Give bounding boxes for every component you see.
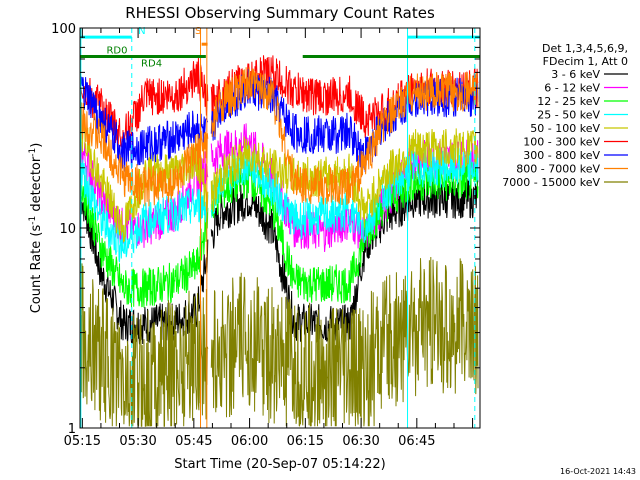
legend-label: 300 - 800 keV <box>523 149 600 162</box>
legend-label: 12 - 25 keV <box>537 95 600 108</box>
legend-label: 25 - 50 keV <box>537 109 600 122</box>
rd0-label: RD0 <box>106 46 127 57</box>
series-line <box>80 145 479 263</box>
legend-label: 6 - 12 keV <box>544 82 600 95</box>
series-line <box>80 160 479 308</box>
y-axis-label-close: ) <box>29 143 44 148</box>
legend-label: 800 - 7000 keV <box>516 163 600 176</box>
y-axis-label-tail: detector <box>29 156 44 216</box>
legend-label: 50 - 100 keV <box>530 122 600 135</box>
legend-label: 100 - 300 keV <box>523 136 600 149</box>
night-label: N <box>138 26 145 37</box>
legend-label: 3 - 6 keV <box>551 68 600 81</box>
x-tick-label: 06:45 <box>398 434 435 449</box>
x-tick-label: 06:00 <box>231 434 268 449</box>
y-tick-label: 1 <box>68 422 76 437</box>
x-tick-label: 05:15 <box>64 434 101 449</box>
y-axis-label-sup2: -1 <box>28 148 38 157</box>
y-tick-label: 10 <box>59 222 76 237</box>
y-axis-label-sup: -1 <box>28 216 38 225</box>
y-axis-label: Count Rate (s-1 detector-1) <box>28 143 44 314</box>
series-line <box>80 67 479 207</box>
x-tick-label: 05:30 <box>119 434 156 449</box>
x-axis: 05:15 05:30 05:45 06:00 06:15 06:30 06:45 <box>64 28 474 449</box>
rd4-label: RD4 <box>141 59 162 70</box>
x-tick-label: 05:45 <box>175 434 212 449</box>
x-tick-label: 06:30 <box>342 434 379 449</box>
chart-title: RHESSI Observing Summary Count Rates <box>125 4 435 22</box>
footer-stamp: 16-Oct-2021 14:43 <box>560 467 636 476</box>
x-axis-label: Start Time (20-Sep-07 05:14:22) <box>174 457 385 472</box>
saa-label: S <box>195 26 201 37</box>
legend-header: FDecim 1, Att 0 <box>543 55 628 68</box>
y-axis-label-main: Count Rate (s <box>29 225 44 314</box>
plot-area: N S RD0 RD4 <box>80 26 480 428</box>
x-tick-label: 06:15 <box>287 434 324 449</box>
y-tick-label: 100 <box>51 22 76 37</box>
legend-header: Det 1,3,4,5,6,9, <box>542 42 628 55</box>
series-line <box>80 256 479 427</box>
legend: Det 1,3,4,5,6,9,FDecim 1, Att 03 - 6 keV… <box>502 42 628 189</box>
legend-label: 7000 - 15000 keV <box>502 176 600 189</box>
y-axis: 1 10 100 <box>51 22 480 437</box>
